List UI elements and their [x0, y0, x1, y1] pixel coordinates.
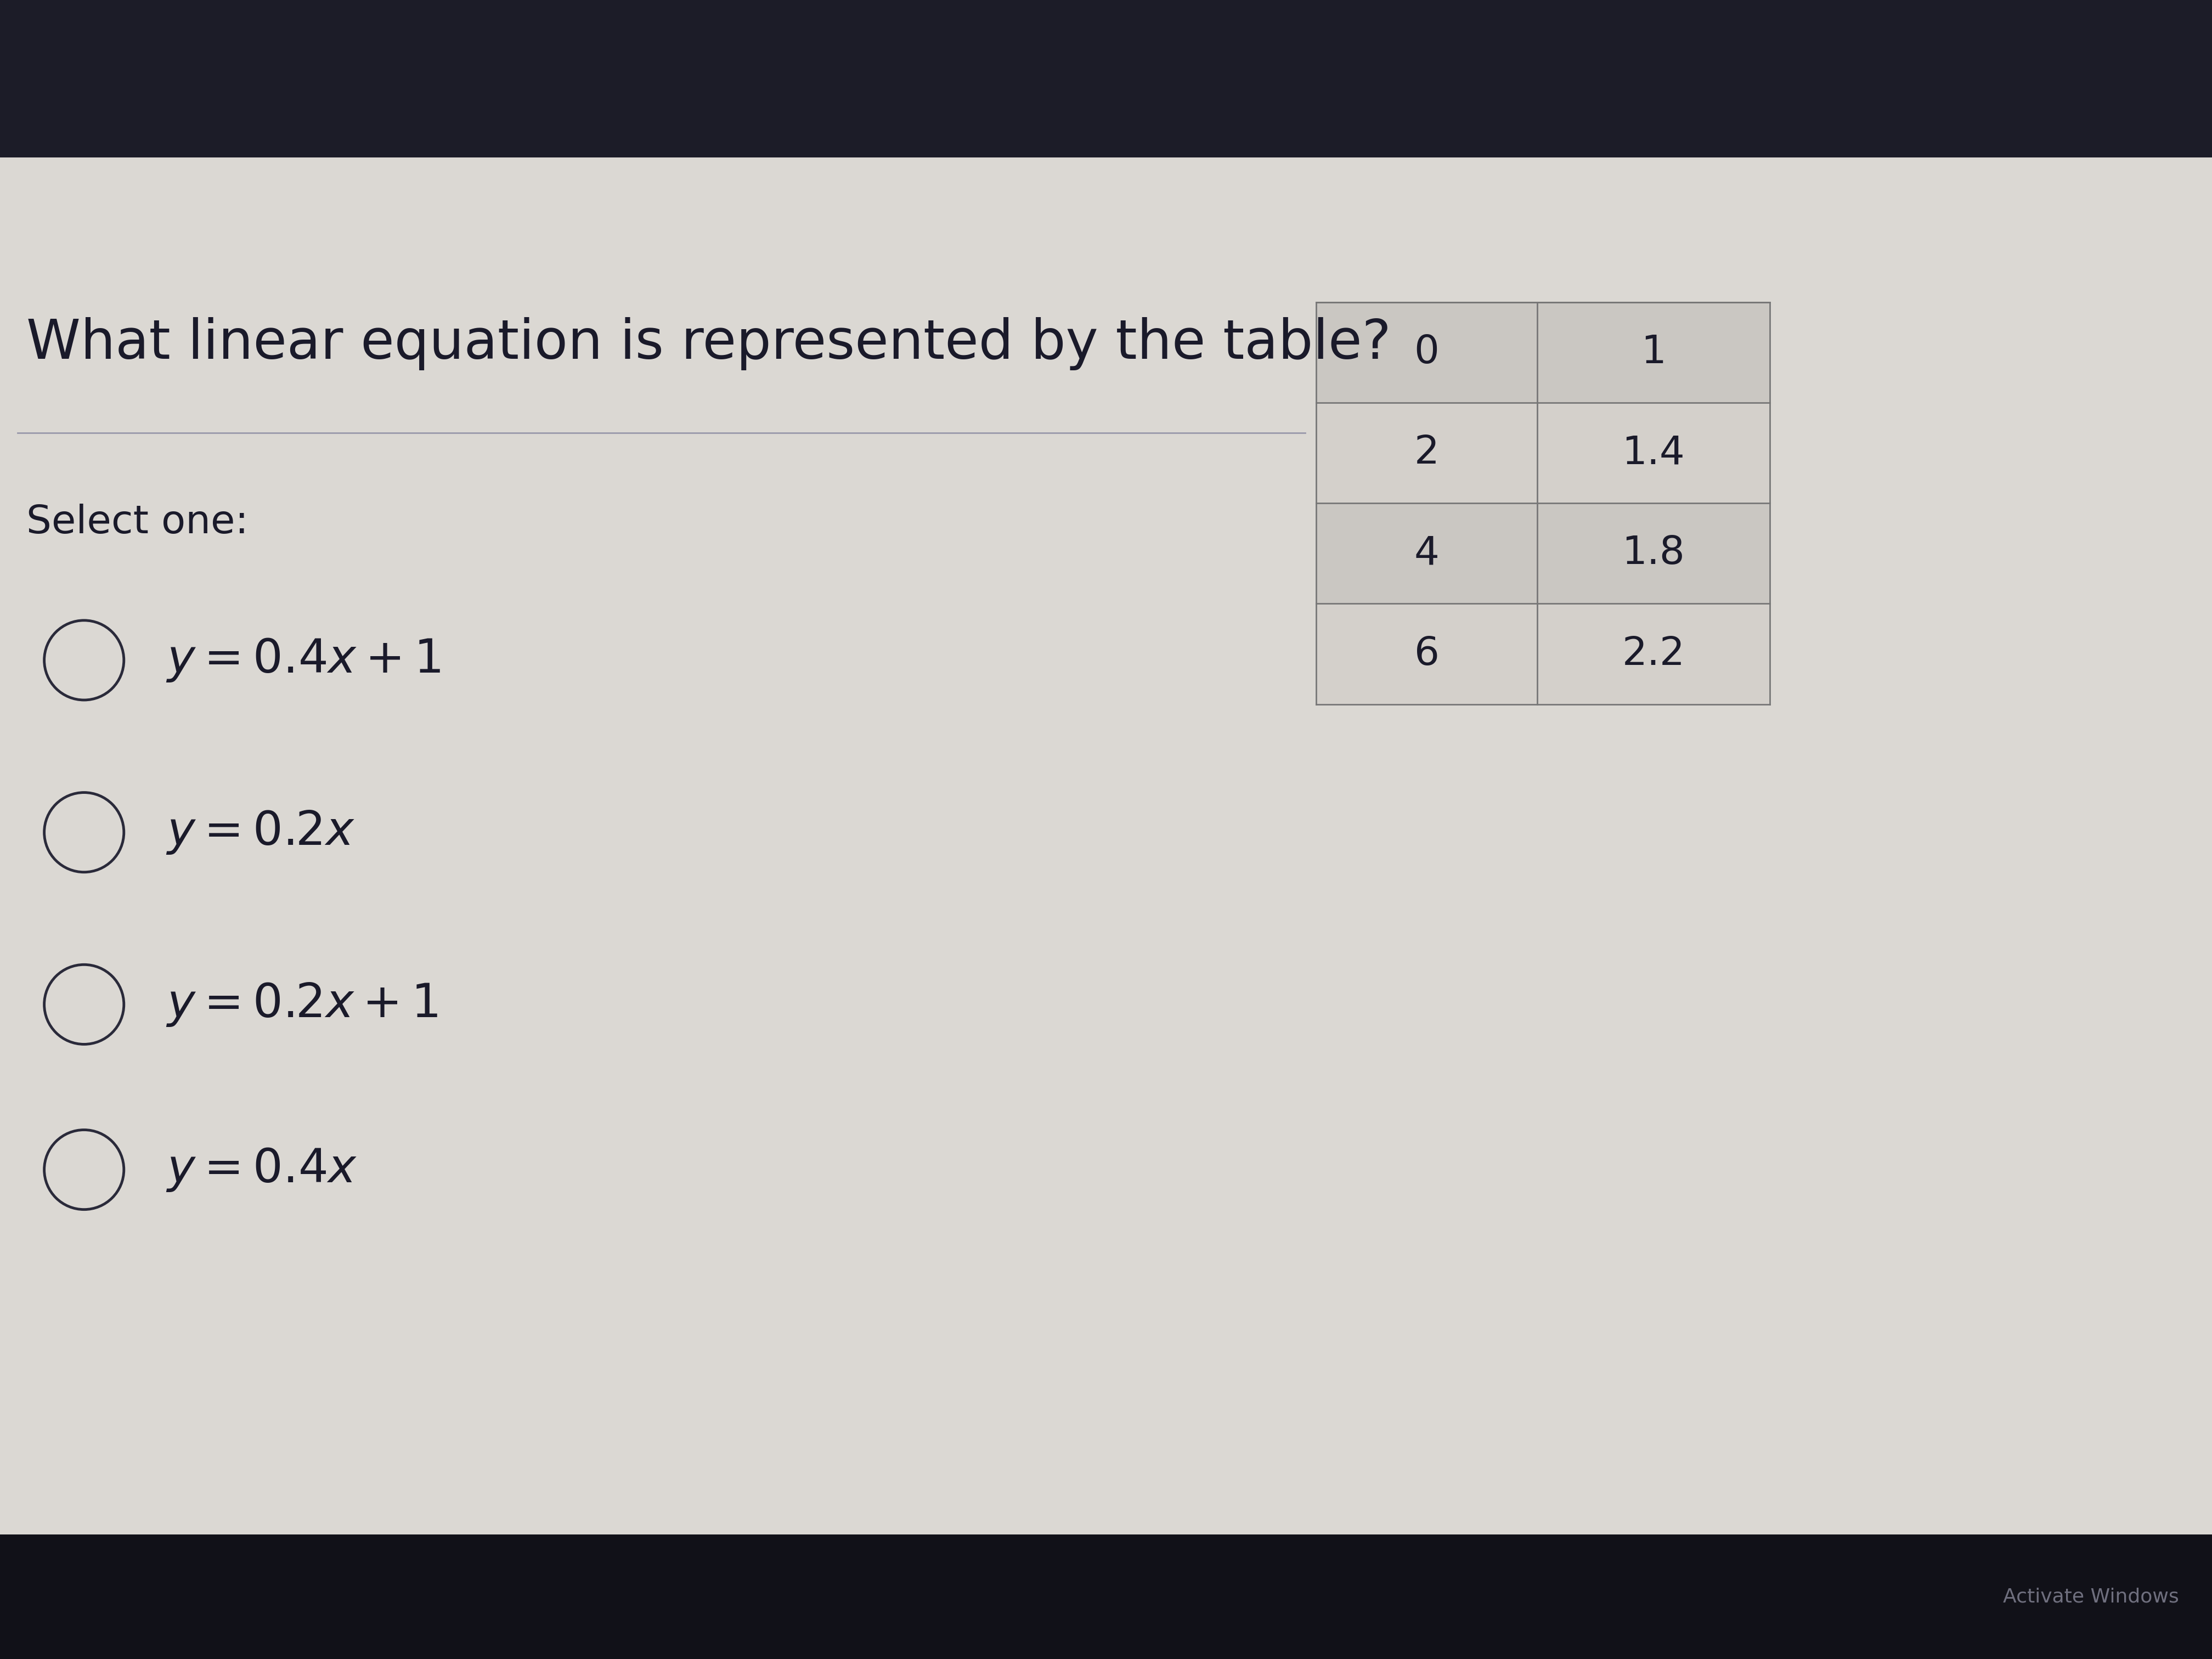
FancyBboxPatch shape — [0, 1535, 2212, 1659]
Text: $y = 0.2x$: $y = 0.2x$ — [166, 808, 354, 856]
Text: 4: 4 — [1413, 534, 1440, 572]
FancyBboxPatch shape — [0, 158, 2212, 1535]
Text: $y = 0.2x + 1$: $y = 0.2x + 1$ — [166, 980, 438, 1029]
Text: 1: 1 — [1641, 333, 1666, 372]
Text: 6: 6 — [1413, 635, 1440, 674]
Text: What linear equation is represented by the table?: What linear equation is represented by t… — [27, 317, 1391, 370]
Text: 1.4: 1.4 — [1621, 435, 1686, 471]
Bar — [1316, 302, 1770, 403]
Bar — [1316, 403, 1770, 503]
Bar — [1316, 503, 1770, 604]
Text: Select one:: Select one: — [27, 504, 248, 541]
Text: 0: 0 — [1413, 333, 1440, 372]
Text: 1.8: 1.8 — [1621, 534, 1686, 572]
Text: Activate Windows: Activate Windows — [2002, 1588, 2179, 1606]
Text: $y = 0.4x + 1$: $y = 0.4x + 1$ — [166, 637, 440, 684]
Bar — [1316, 604, 1770, 705]
Text: 2.2: 2.2 — [1621, 635, 1686, 674]
Text: $y = 0.4x$: $y = 0.4x$ — [166, 1146, 358, 1193]
Bar — [1316, 302, 1770, 705]
Text: 2: 2 — [1413, 435, 1440, 471]
